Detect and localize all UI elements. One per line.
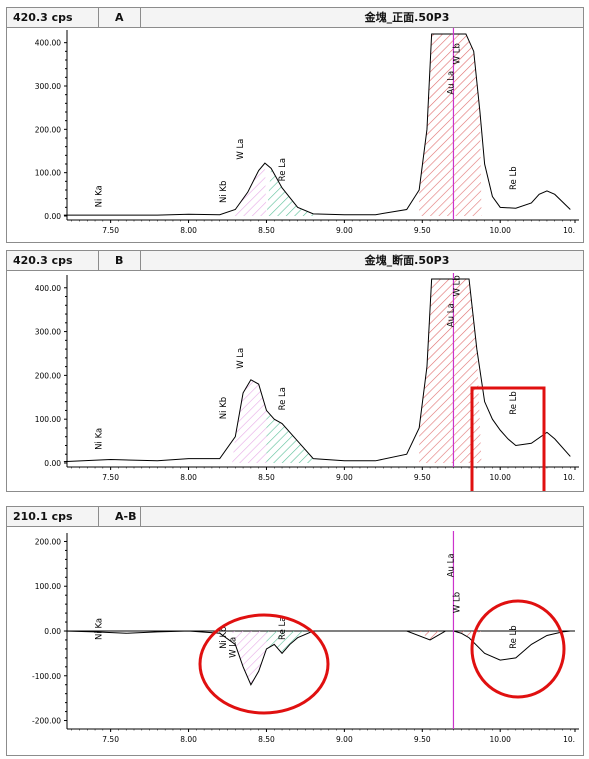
element-label: W Lb <box>453 43 463 64</box>
x-tick-label: 7.50 <box>102 226 119 235</box>
element-label: Ni Kb <box>219 181 229 203</box>
spectrum-line <box>63 630 571 686</box>
panel-diff-cps: 210.1 cps <box>7 507 99 526</box>
x-tick-label: 9.50 <box>414 226 431 235</box>
x-tick-label: 10. <box>563 735 575 744</box>
element-label: Ni Ka <box>94 618 104 640</box>
y-tick-label: 300.00 <box>35 328 61 337</box>
element-label: W La <box>228 637 238 658</box>
x-tick-label: 9.50 <box>414 473 431 482</box>
panel-diff-chart: -200.00 -100.00 0.00 100.00 200.00 7.50 8.00 8.… <box>32 531 579 744</box>
y-tick-label: 400.00 <box>35 284 61 293</box>
re-la-region <box>266 631 314 654</box>
element-label: Re Lb <box>509 391 519 415</box>
au-la-region <box>419 279 482 463</box>
spectrum-line <box>63 278 571 463</box>
element-label: Ni Kb <box>219 626 229 648</box>
x-tick-label: 10.00 <box>489 473 511 482</box>
x-tick-label: 10. <box>563 226 575 235</box>
re-la-region <box>266 410 314 463</box>
spectrum-line <box>63 33 571 216</box>
spectrum-panel-diff: 210.1 cps A-B -200.00 -100.00 0.00 100.00 20… <box>6 506 584 756</box>
highlight-circle-right <box>470 599 566 699</box>
element-label: Au La <box>446 553 456 577</box>
x-tick-label: 8.00 <box>180 473 197 482</box>
element-label: Au La <box>446 303 456 327</box>
element-label: W La <box>236 348 246 369</box>
element-label: W La <box>236 139 246 160</box>
x-tick-label: 8.00 <box>180 226 197 235</box>
element-label: Re Lb <box>509 166 519 190</box>
y-tick-label: -100.00 <box>32 672 61 681</box>
y-tick-label: 100.00 <box>35 169 61 178</box>
panel-diff-title <box>141 507 583 526</box>
panel-diff-tag: A-B <box>99 507 141 526</box>
x-tick-label: 7.50 <box>102 735 119 744</box>
x-tick-label: 10.00 <box>489 735 511 744</box>
panel-a-chart: 0.00 100.00 200.00 300.00 400.00 7.50 8.00 8.50… <box>35 28 579 235</box>
x-tick-label: 9.00 <box>336 735 353 744</box>
x-tick-label: 10. <box>563 473 575 482</box>
element-label: Ni Kb <box>219 397 229 419</box>
spectrum-panel-a: 420.3 cps A 金塊_正面.50P3 0.00 100.00 200.00 3… <box>6 7 584 243</box>
au-la-region <box>419 631 482 640</box>
x-tick-label: 9.00 <box>336 473 353 482</box>
element-label: W Lb <box>453 275 463 296</box>
x-tick-label: 8.00 <box>180 735 197 744</box>
panel-a-header: 420.3 cps A 金塊_正面.50P3 <box>7 8 583 28</box>
w-la-region <box>232 631 267 685</box>
y-tick-label: -200.00 <box>32 717 61 726</box>
panel-b-header: 420.3 cps B 金塊_断面.50P3 <box>7 251 583 271</box>
panel-b-title: 金塊_断面.50P3 <box>364 254 450 267</box>
element-label: Re La <box>278 158 288 181</box>
x-tick-label: 10.00 <box>489 226 511 235</box>
y-tick-label: 100.00 <box>35 415 61 424</box>
au-la-region <box>419 34 482 216</box>
element-label: Ni Ka <box>94 428 104 450</box>
x-tick-label: 8.50 <box>258 473 275 482</box>
element-label: Au La <box>446 71 456 95</box>
w-la-region <box>232 379 267 463</box>
y-tick-label: 0.00 <box>44 212 61 221</box>
y-tick-label: 400.00 <box>35 39 61 48</box>
y-tick-label: 0.00 <box>44 627 61 636</box>
element-label: Ni Ka <box>94 185 104 207</box>
element-label: Re Lb <box>509 625 519 649</box>
element-label: W Lb <box>453 592 463 613</box>
element-label: Re La <box>278 617 288 640</box>
panel-a-title: 金塊_正面.50P3 <box>364 11 450 24</box>
spectrum-panel-b: 420.3 cps B 金塊_断面.50P3 0.00 100.00 200.00 3… <box>6 250 584 492</box>
highlight-circle-left <box>198 613 330 715</box>
y-tick-label: 100.00 <box>35 582 61 591</box>
y-tick-label: 300.00 <box>35 82 61 91</box>
highlight-box <box>470 386 546 491</box>
x-tick-label: 9.00 <box>336 226 353 235</box>
panel-b-cps: 420.3 cps <box>7 251 99 270</box>
x-tick-label: 9.50 <box>414 735 431 744</box>
panel-a-tag: A <box>99 8 141 27</box>
y-tick-label: 200.00 <box>35 125 61 134</box>
y-tick-label: 200.00 <box>35 537 61 546</box>
re-la-region <box>266 168 314 216</box>
element-label: Re La <box>278 387 288 410</box>
x-tick-label: 8.50 <box>258 735 275 744</box>
panel-diff-header: 210.1 cps A-B <box>7 507 583 527</box>
x-tick-label: 8.50 <box>258 226 275 235</box>
y-tick-label: 200.00 <box>35 371 61 380</box>
panel-a-cps: 420.3 cps <box>7 8 99 27</box>
x-tick-label: 7.50 <box>102 473 119 482</box>
y-tick-label: 0.00 <box>44 459 61 468</box>
panel-b-chart: 0.00 100.00 200.00 300.00 400.00 7.50 8.00 8.50… <box>35 273 579 491</box>
panel-b-tag: B <box>99 251 141 270</box>
